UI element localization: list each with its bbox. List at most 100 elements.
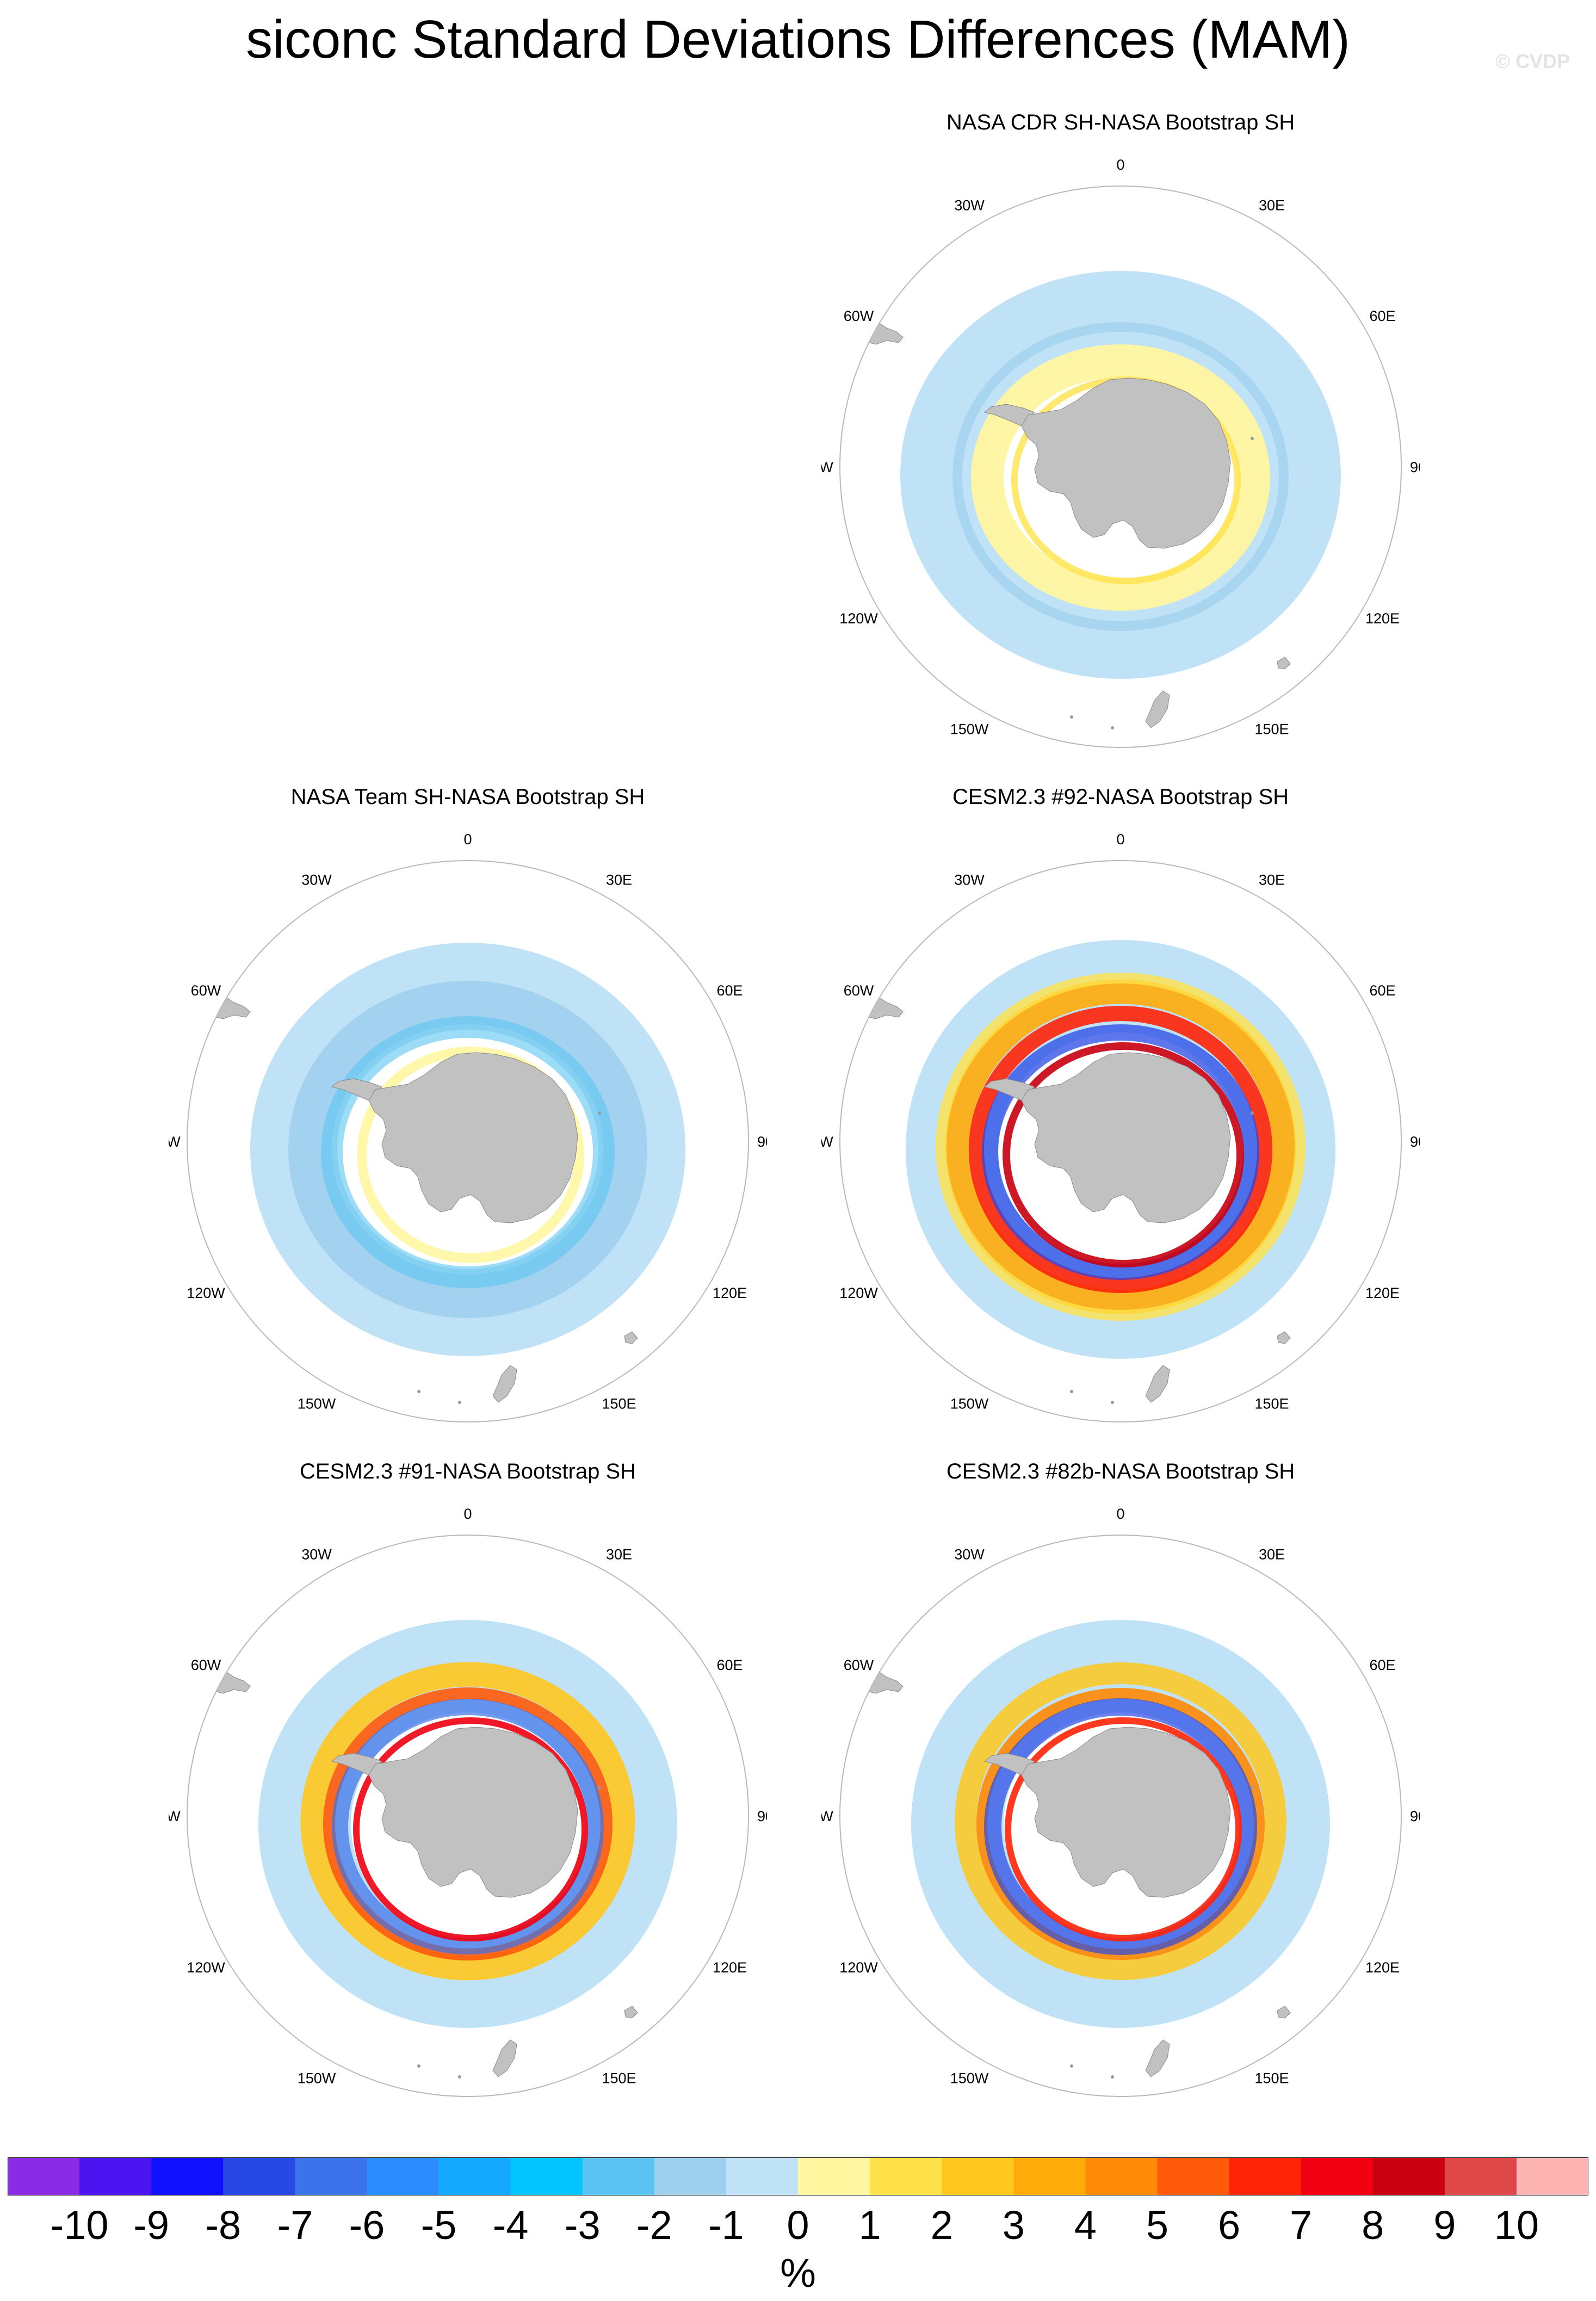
sea-ice-anomaly-ring: [353, 1717, 588, 1941]
polar-map: 030E60E90E120E150E180150W120W90W60W30W: [169, 831, 767, 1422]
longitude-label: 60E: [1369, 982, 1395, 999]
sea-ice-anomaly-ring: [357, 1047, 584, 1263]
colorbar-tick-label: -7: [277, 2203, 313, 2248]
antarctica-land: [1021, 1727, 1231, 1898]
longitude-label: 120W: [839, 610, 878, 627]
colorbar-tick-label: -9: [133, 2203, 170, 2248]
island-land: [1111, 726, 1114, 729]
island-land: [1251, 1786, 1254, 1789]
longitude-label: 90W: [169, 1134, 181, 1150]
sea-ice-anomaly-ring: [955, 1662, 1286, 1980]
longitude-label: 90E: [1410, 459, 1420, 475]
longitude-label: 0: [1116, 157, 1124, 173]
colorbar-segment: [1372, 2157, 1445, 2195]
new-zealand-land: [1145, 2039, 1170, 2077]
island-land: [458, 1401, 461, 1404]
island-land: [598, 1786, 601, 1789]
longitude-label: 90E: [757, 1134, 767, 1150]
new-zealand-land: [1145, 690, 1170, 728]
panel-title: NASA Team SH-NASA Bootstrap SH: [290, 785, 645, 809]
colorbar-segment: [582, 2157, 655, 2195]
new-zealand-land: [492, 2039, 517, 2077]
colorbar-tick-label: 9: [1433, 2203, 1456, 2248]
longitude-label: 150W: [298, 1396, 336, 1412]
longitude-label: 120E: [1365, 1285, 1400, 1301]
longitude-label: 90E: [1410, 1808, 1420, 1824]
island-land: [1251, 1111, 1254, 1115]
longitude-label: 60E: [716, 982, 743, 999]
sea-ice-anomaly-ring: [288, 981, 647, 1318]
longitude-label: 90W: [169, 1808, 181, 1824]
longitude-label: 120W: [839, 1285, 878, 1301]
map-panel-cesm-91: CESM2.3 #91-NASA Bootstrap SH 0 30E 60E 90E…: [169, 1458, 767, 2111]
island-land: [1111, 1401, 1114, 1404]
island-land: [458, 2075, 461, 2079]
map-boundary-circle: [187, 1535, 749, 2097]
longitude-label: 150E: [602, 1396, 636, 1412]
island-land: [1251, 437, 1254, 440]
colorbar-segment: [367, 2157, 440, 2195]
map-panel-cesm-82b: CESM2.3 #82b-NASA Bootstrap SH 0 30E 60E 90…: [821, 1458, 1420, 2111]
longitude-label: 0: [1116, 831, 1124, 848]
colorbar-segment: [1013, 2157, 1086, 2195]
longitude-label: 120W: [839, 1959, 878, 1976]
antarctica-land: [368, 1052, 578, 1223]
longitude-label: 60W: [844, 982, 874, 999]
antarctica-land: [368, 1727, 578, 1898]
colorbar-segment: [798, 2157, 870, 2195]
colorbar-tick-label: -4: [492, 2203, 529, 2248]
longitude-label: 30E: [1259, 197, 1285, 213]
longitude-label: 90E: [1410, 1134, 1420, 1150]
map-boundary-circle: [839, 1535, 1402, 2097]
longitude-label: 120E: [713, 1285, 747, 1301]
sea-ice-anomaly-ring: [321, 1016, 615, 1288]
polar-map: 030E60E90E120E150E180150W120W90W60W30W: [821, 831, 1420, 1422]
colorbar-segment: [1444, 2157, 1517, 2195]
sea-ice-anomaly-ring: [984, 1698, 1257, 1955]
longitude-label: 60W: [191, 1657, 221, 1673]
longitude-label: 30W: [954, 871, 985, 888]
tasmania-land: [1277, 657, 1291, 670]
longitude-label: 60W: [844, 1657, 874, 1673]
map-boundary-circle: [187, 860, 749, 1422]
sea-ice-anomaly-ring: [936, 973, 1306, 1321]
longitude-label: 30E: [1259, 1546, 1285, 1562]
longitude-label: 90W: [821, 1808, 833, 1824]
antarctica-land: [1021, 1052, 1231, 1223]
new-zealand-land: [1145, 1365, 1170, 1403]
colorbar-tick-label: -3: [564, 2203, 601, 2248]
colorbar-segment: [726, 2157, 799, 2195]
map-panel-cesm-92: CESM2.3 #92-NASA Bootstrap SH 0 30E 60E 90E…: [821, 783, 1420, 1436]
new-zealand-land: [492, 1365, 517, 1403]
panel-title: CESM2.3 #92-NASA Bootstrap SH: [952, 785, 1289, 809]
panel-title: CESM2.3 #91-NASA Bootstrap SH: [299, 1459, 636, 1483]
sea-ice-anomaly-ring: [971, 344, 1270, 611]
tasmania-land: [1277, 1331, 1291, 1344]
longitude-label: 30W: [301, 1546, 332, 1562]
polar-map: 030E60E90E120E150E180150W120W90W60W30W: [169, 1506, 767, 2097]
colorbar-tick-label: 0: [787, 2203, 809, 2248]
sea-ice-anomaly-ring: [300, 1662, 635, 1981]
longitude-label: 150W: [298, 2070, 336, 2087]
longitude-label: 120E: [1365, 610, 1400, 627]
island-land: [1070, 1390, 1073, 1393]
colorbar-segment: [1516, 2157, 1588, 2195]
sea-ice-anomaly-ring: [952, 322, 1289, 631]
colorbar-segment: [1229, 2157, 1302, 2195]
island-land: [1070, 2064, 1073, 2068]
colorbar-segment: [942, 2157, 1014, 2195]
colorbar-tick-label: 7: [1290, 2203, 1313, 2248]
colorbar-segment: [8, 2157, 80, 2195]
colorbar-segment: [223, 2157, 295, 2195]
colorbar-segment: [654, 2157, 727, 2195]
longitude-label: 150E: [1254, 721, 1289, 738]
panel-title: CESM2.3 #82b-NASA Bootstrap SH: [946, 1459, 1295, 1483]
map-panel-nasa-team: NASA Team SH-NASA Bootstrap SH 0 30E 60E 90…: [169, 783, 767, 1436]
island-land: [598, 1111, 601, 1115]
island-land: [417, 1390, 420, 1393]
longitude-label: 90E: [757, 1808, 767, 1824]
longitude-label: 60E: [1369, 308, 1395, 324]
longitude-label: 120E: [713, 1959, 747, 1976]
longitude-label: 120E: [1365, 1959, 1400, 1976]
longitude-label: 30E: [606, 871, 632, 888]
